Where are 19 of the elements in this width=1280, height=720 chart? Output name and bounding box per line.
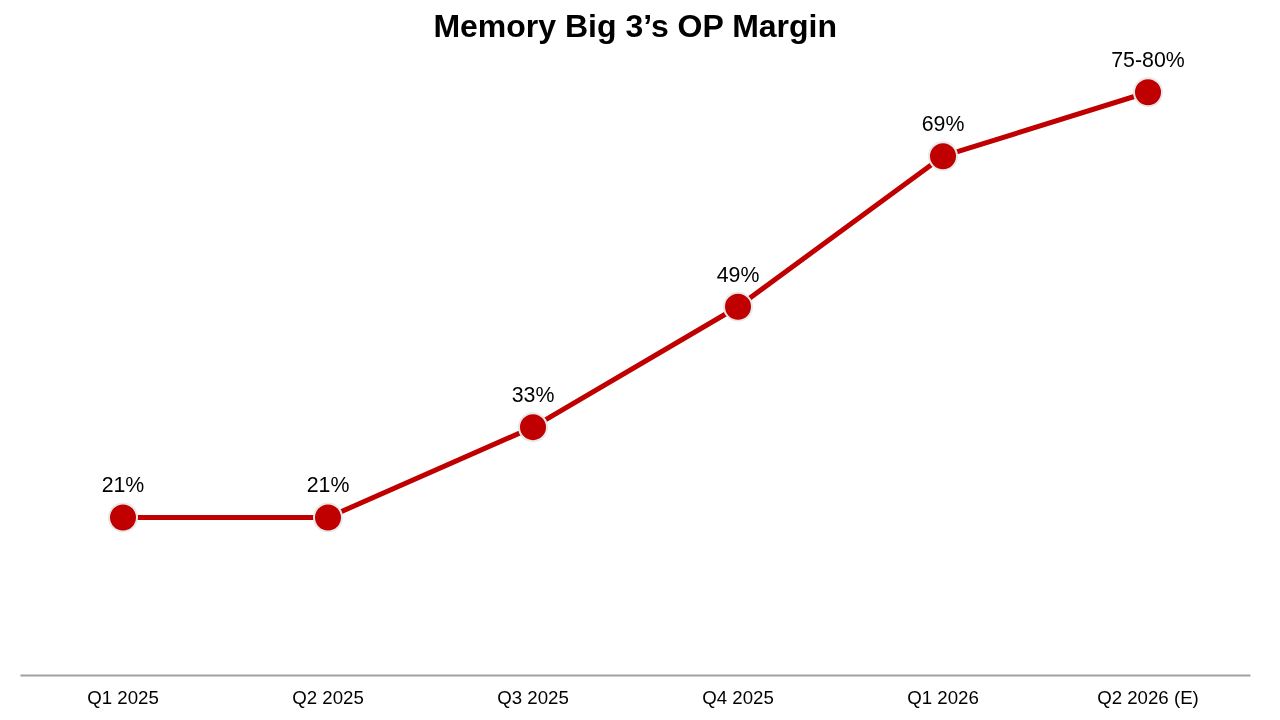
x-tick-label: Q1 2026 (907, 686, 979, 708)
data-label: 33% (511, 383, 555, 408)
point (313, 502, 343, 533)
x-tick-label: Q4 2025 (702, 686, 774, 708)
chart-title: Memory Big 3’s OP Margin (433, 7, 838, 44)
data-label: 21% (306, 473, 350, 498)
x-tick-label: Q2 2025 (292, 686, 364, 708)
point (928, 141, 958, 172)
point (1133, 77, 1163, 108)
point (723, 291, 753, 322)
data-label: 69% (921, 112, 965, 137)
x-tick-label: Q1 2025 (87, 686, 159, 708)
point (108, 502, 138, 533)
x-tick-label: Q3 2025 (497, 686, 569, 708)
point (518, 412, 548, 443)
data-label: 49% (716, 262, 760, 287)
x-tick-label: Q2 2026 (E) (1097, 686, 1199, 708)
annotation: 75-80% (1111, 48, 1185, 73)
data-label: 21% (101, 473, 145, 498)
